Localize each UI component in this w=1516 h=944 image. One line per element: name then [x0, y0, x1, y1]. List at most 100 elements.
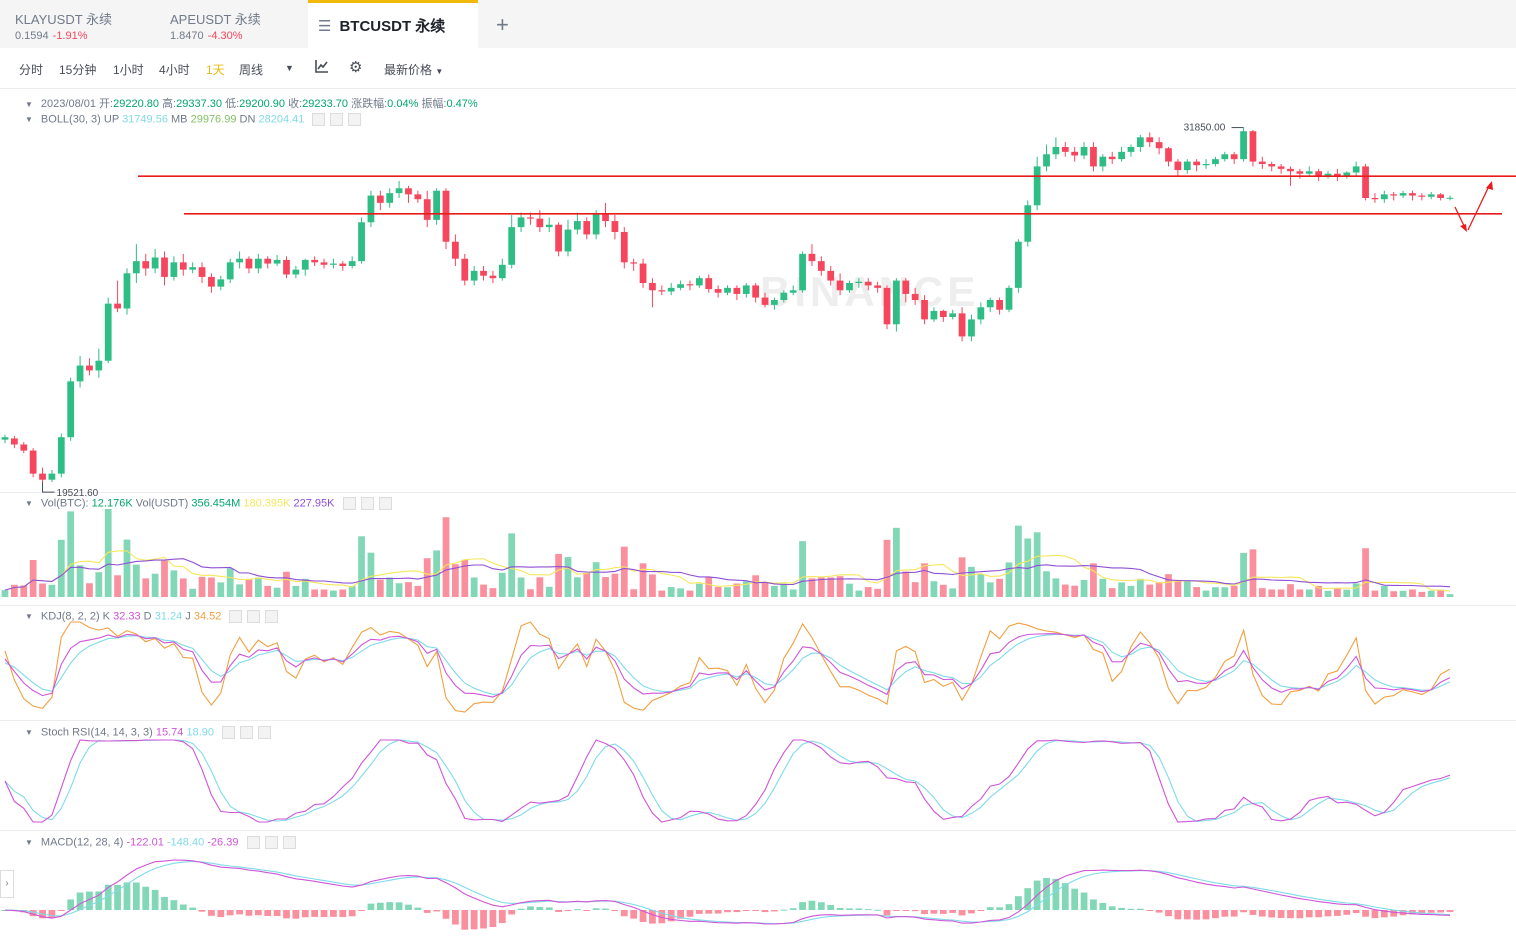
- close-icon[interactable]: [265, 610, 279, 623]
- add-tab-icon[interactable]: +: [496, 12, 509, 37]
- macd-histogram-bar: [1061, 883, 1069, 910]
- volume-bar: [611, 573, 619, 597]
- tab-btcusdt[interactable]: ☰ BTCUSDT 永续: [308, 0, 478, 48]
- candle-body: [705, 278, 713, 290]
- interval-2[interactable]: 15分钟: [59, 63, 97, 77]
- interval-4[interactable]: 4小时: [159, 63, 190, 77]
- volume-bar: [958, 557, 966, 597]
- macd-histogram-bar: [1334, 910, 1341, 916]
- macd-histogram-bar: [461, 910, 469, 930]
- macd-histogram-bar: [583, 910, 591, 911]
- collapse-icon[interactable]: ▼: [25, 115, 33, 125]
- volume-bar: [864, 587, 872, 597]
- volume-bar: [545, 586, 553, 597]
- eye-icon[interactable]: [222, 726, 236, 739]
- macd-histogram-bar: [1108, 906, 1116, 910]
- candle-body: [461, 258, 469, 281]
- macd-histogram-bar: [1193, 910, 1201, 920]
- macd-dif-line: [4, 859, 1451, 925]
- macd-histogram-bar: [1343, 910, 1351, 915]
- gear-icon[interactable]: [264, 836, 278, 849]
- volume-bar: [470, 577, 478, 597]
- kdj-layer: [4, 621, 1451, 713]
- gear-icon[interactable]: [330, 113, 344, 126]
- macd-histogram-bar: [611, 910, 619, 911]
- tab-price: 1.8470: [170, 30, 204, 42]
- volume-bar: [217, 582, 225, 597]
- volume-bar: [489, 588, 497, 597]
- pane-divider: [0, 605, 1516, 606]
- expand-panel-button[interactable]: ›: [0, 870, 14, 898]
- price-type-select[interactable]: 最新价格 ▼: [384, 61, 443, 78]
- stoch-k-line: [4, 739, 1451, 823]
- gear-icon[interactable]: [360, 497, 374, 510]
- eye-icon[interactable]: [246, 836, 260, 849]
- candle-body: [846, 283, 853, 291]
- high-value: 29337.30: [176, 98, 223, 110]
- volume-bar: [1014, 525, 1022, 597]
- collapse-icon[interactable]: ▼: [25, 612, 33, 622]
- close-icon[interactable]: [282, 836, 296, 849]
- collapse-icon[interactable]: ▼: [25, 838, 33, 848]
- volume-bar: [1437, 589, 1444, 597]
- macd-histogram-bar: [414, 907, 422, 910]
- collapse-icon[interactable]: ▼: [25, 100, 33, 109]
- close-icon[interactable]: [378, 497, 392, 510]
- candle-body: [564, 229, 572, 252]
- open-value: 29220.80: [113, 98, 159, 110]
- interval-5[interactable]: 1天: [206, 63, 225, 77]
- candle-body: [733, 287, 741, 294]
- low-marker-line: [42, 482, 55, 493]
- gear-icon[interactable]: [247, 610, 261, 623]
- candle-body: [161, 257, 168, 277]
- eye-icon[interactable]: [312, 113, 326, 126]
- candle-body: [1136, 137, 1144, 147]
- volume-bar: [114, 575, 121, 597]
- interval-3[interactable]: 1小时: [113, 63, 144, 77]
- gear-icon[interactable]: [240, 726, 254, 739]
- macd-histogram-bar: [799, 902, 806, 910]
- collapse-icon[interactable]: ▼: [25, 499, 33, 509]
- candle-body: [771, 300, 778, 305]
- candle-body: [1033, 166, 1041, 206]
- eye-icon[interactable]: [342, 497, 356, 510]
- collapse-icon[interactable]: ▼: [25, 728, 33, 738]
- candle-body: [283, 259, 290, 275]
- macd-histogram-bar: [771, 910, 778, 912]
- candle-body: [573, 221, 581, 230]
- candle-body: [358, 222, 365, 262]
- tab-klayusdt[interactable]: KLAYUSDT 永续 0.1594 -1.91%: [15, 0, 155, 48]
- volume-bar: [789, 589, 797, 597]
- indicator-icon[interactable]: [314, 58, 330, 78]
- volume-bar: [236, 584, 243, 597]
- macd-histogram-bar: [470, 910, 478, 930]
- chevron-down-icon[interactable]: ▼: [285, 63, 294, 73]
- macd-histogram-bar: [630, 910, 638, 919]
- volume-bar: [1099, 578, 1107, 597]
- candle-body: [367, 195, 375, 223]
- interval-1[interactable]: 分时: [19, 63, 44, 77]
- tab-price: 0.1594: [15, 30, 49, 42]
- interval-6[interactable]: 周线: [239, 63, 264, 77]
- tab-apeusdt[interactable]: APEUSDT 永续 1.8470 -4.30%: [170, 0, 300, 48]
- close-icon[interactable]: [348, 113, 362, 126]
- macd-histogram-bar: [620, 910, 628, 917]
- volume-bar: [245, 578, 253, 597]
- candle-body: [555, 224, 562, 252]
- boll-name: BOLL(30, 3): [40, 113, 101, 126]
- close-icon[interactable]: [258, 726, 272, 739]
- macd-histogram-bar: [930, 910, 938, 914]
- volume-bar: [330, 590, 337, 597]
- tab-change: -1.91%: [52, 30, 88, 42]
- candle-body: [630, 262, 638, 264]
- macd-histogram-bar: [76, 892, 84, 910]
- volume-bar: [1324, 590, 1332, 597]
- eye-icon[interactable]: [229, 610, 243, 623]
- volume-bar: [1296, 589, 1304, 597]
- volume-ma1-line: [4, 550, 1451, 592]
- gear-icon[interactable]: ⚙: [349, 59, 363, 76]
- pane-divider: [0, 830, 1516, 831]
- boll-dn-value: 28204.41: [258, 113, 305, 126]
- volume-bar: [977, 573, 985, 597]
